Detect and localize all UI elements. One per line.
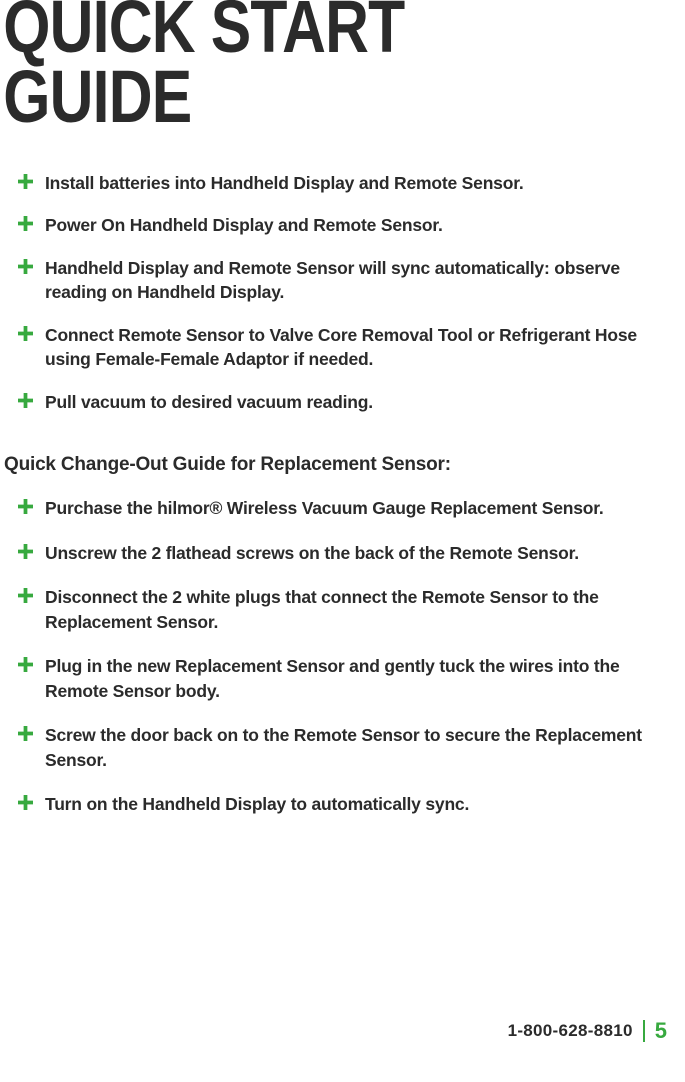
list-item: Pull vacuum to desired vacuum reading. — [18, 390, 685, 415]
list-item-text: Handheld Display and Remote Sensor will … — [45, 256, 685, 305]
list-item-text: Pull vacuum to desired vacuum reading. — [45, 390, 373, 415]
plus-icon — [18, 174, 33, 189]
footer-divider — [643, 1020, 645, 1042]
change-out-list: Purchase the hilmor® Wireless Vacuum Gau… — [0, 496, 685, 817]
page-number: 5 — [655, 1018, 667, 1044]
list-item-text: Screw the door back on to the Remote Sen… — [45, 723, 685, 772]
list-item-text: Plug in the new Replacement Sensor and g… — [45, 654, 685, 703]
list-item: Unscrew the 2 flathead screws on the bac… — [18, 541, 685, 566]
list-item: Plug in the new Replacement Sensor and g… — [18, 654, 685, 703]
list-item-text: Power On Handheld Display and Remote Sen… — [45, 213, 443, 238]
list-item: Connect Remote Sensor to Valve Core Remo… — [18, 323, 685, 372]
plus-icon — [18, 657, 33, 672]
plus-icon — [18, 326, 33, 341]
plus-icon — [18, 544, 33, 559]
list-item: Screw the door back on to the Remote Sen… — [18, 723, 685, 772]
plus-icon — [18, 259, 33, 274]
plus-icon — [18, 795, 33, 810]
phone-number: 1-800-628-8810 — [508, 1021, 633, 1041]
subheading: Quick Change-Out Guide for Replacement S… — [0, 454, 685, 476]
list-item-text: Connect Remote Sensor to Valve Core Remo… — [45, 323, 685, 372]
list-item: Install batteries into Handheld Display … — [18, 171, 685, 196]
list-item-text: Turn on the Handheld Display to automati… — [45, 792, 469, 817]
list-item-text: Disconnect the 2 white plugs that connec… — [45, 585, 685, 634]
list-item: Purchase the hilmor® Wireless Vacuum Gau… — [18, 496, 685, 521]
list-item: Handheld Display and Remote Sensor will … — [18, 256, 685, 305]
plus-icon — [18, 393, 33, 408]
list-item-text: Purchase the hilmor® Wireless Vacuum Gau… — [45, 496, 604, 521]
list-item: Disconnect the 2 white plugs that connec… — [18, 585, 685, 634]
quick-start-list: Install batteries into Handheld Display … — [0, 171, 685, 415]
plus-icon — [18, 726, 33, 741]
plus-icon — [18, 499, 33, 514]
plus-icon — [18, 216, 33, 231]
plus-icon — [18, 588, 33, 603]
list-item: Turn on the Handheld Display to automati… — [18, 792, 685, 817]
footer: 1-800-628-8810 5 — [508, 1018, 667, 1044]
list-item: Power On Handheld Display and Remote Sen… — [18, 213, 685, 238]
list-item-text: Install batteries into Handheld Display … — [45, 171, 524, 196]
list-item-text: Unscrew the 2 flathead screws on the bac… — [45, 541, 579, 566]
page-title: QUICK START GUIDE — [0, 0, 562, 133]
